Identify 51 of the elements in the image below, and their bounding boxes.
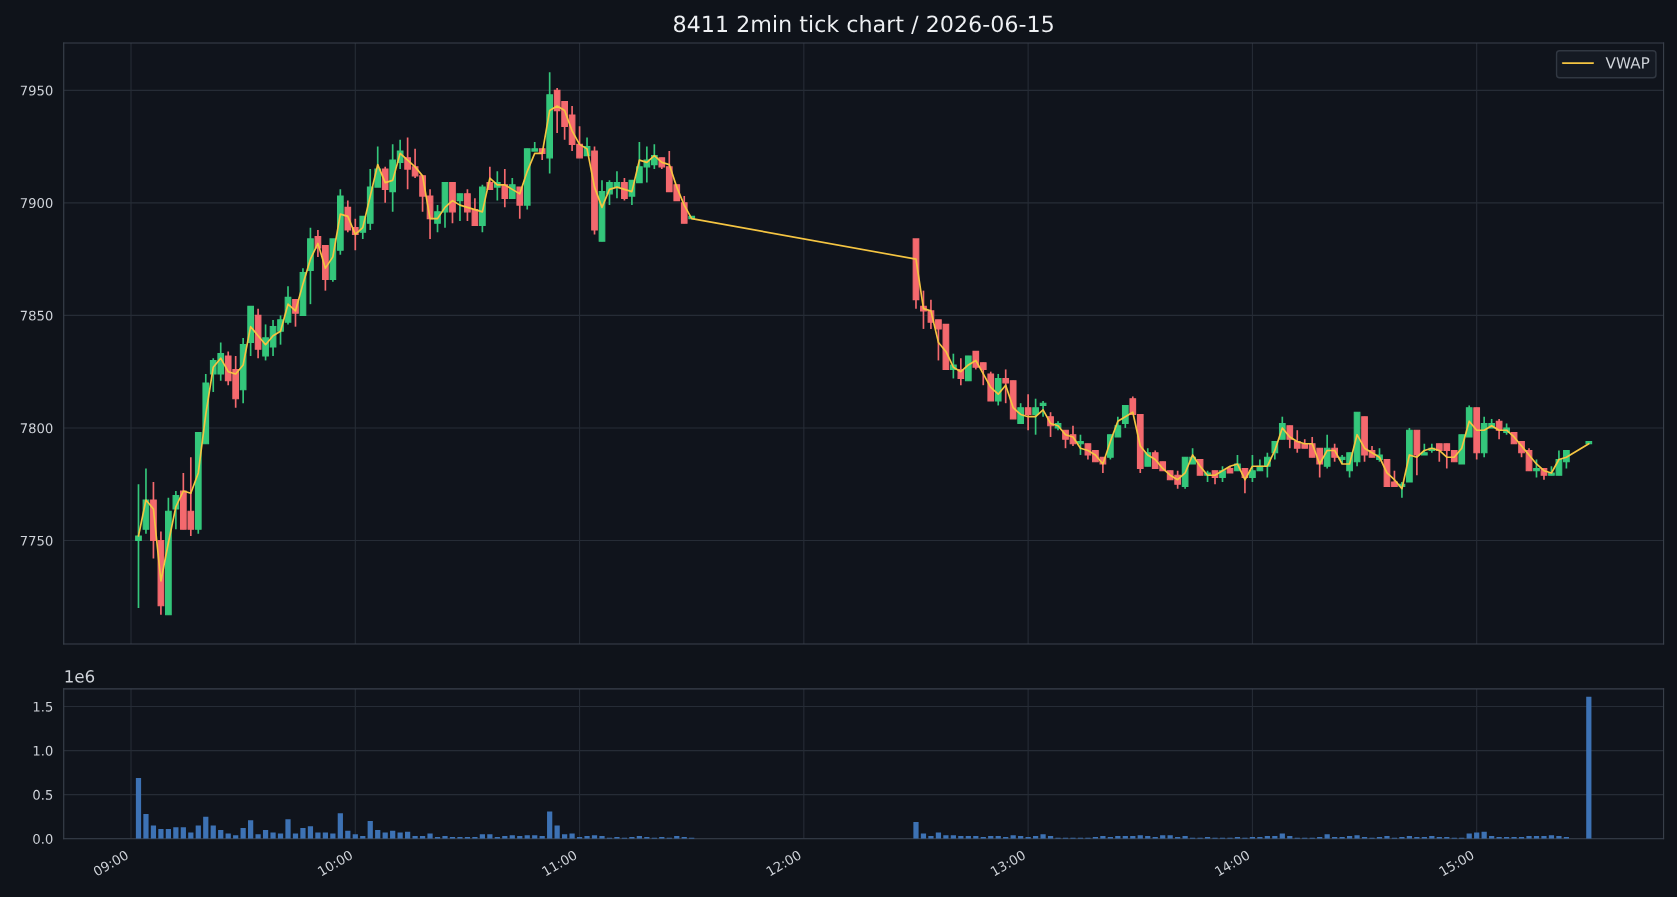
bar: [367, 821, 373, 839]
bar: [1040, 834, 1046, 839]
y-tick-label: 7900: [20, 198, 53, 209]
candlestick: [516, 186, 524, 220]
bar: [547, 811, 553, 839]
bar: [173, 827, 179, 839]
y-tick-label: 7800: [20, 423, 53, 434]
y-tick-label: 1.0: [33, 745, 53, 756]
bar: [195, 825, 201, 839]
bar: [427, 833, 433, 839]
y-tick-label: 7850: [20, 310, 53, 321]
bar: [270, 832, 276, 839]
bar: [1586, 696, 1592, 839]
text: 1e6: [65, 670, 95, 683]
legend-label: VWAP: [1605, 57, 1650, 69]
bar: [210, 825, 216, 839]
y-tick-label: 7950: [20, 85, 53, 96]
candlestick: [1077, 433, 1084, 456]
y-tick-label: 0.5: [33, 789, 53, 800]
candlestick: [135, 483, 142, 609]
bar: [143, 814, 149, 839]
chart-title: 8411 2min tick chart / 2026-06-15: [674, 15, 1053, 35]
bar: [307, 826, 314, 839]
bar: [240, 828, 246, 839]
candlestick: [501, 168, 509, 209]
bar: [943, 835, 949, 839]
candlestick: [994, 373, 1002, 407]
candlestick: [1024, 393, 1032, 432]
bar: [180, 827, 186, 839]
bar: [150, 825, 157, 839]
bar: [315, 832, 321, 839]
candlestick: [1533, 458, 1540, 479]
candlestick: [1323, 433, 1331, 470]
bar: [255, 834, 261, 839]
candlestick: [381, 166, 389, 204]
bar: [1354, 835, 1360, 839]
y-tick-label: 0.0: [33, 833, 53, 844]
bar: [554, 825, 560, 839]
bar: [248, 820, 254, 839]
bar: [300, 828, 306, 839]
bar: [913, 821, 919, 839]
bar: [285, 819, 291, 839]
candlestick: [456, 193, 464, 222]
y-tick-label: 7750: [20, 535, 53, 546]
bar: [337, 813, 343, 839]
bar: [158, 829, 164, 839]
bar: [203, 816, 209, 839]
candlestick: [1032, 397, 1039, 436]
y-tick-label: 1.5: [33, 701, 53, 712]
bar: [569, 833, 575, 839]
bar: [135, 777, 142, 839]
